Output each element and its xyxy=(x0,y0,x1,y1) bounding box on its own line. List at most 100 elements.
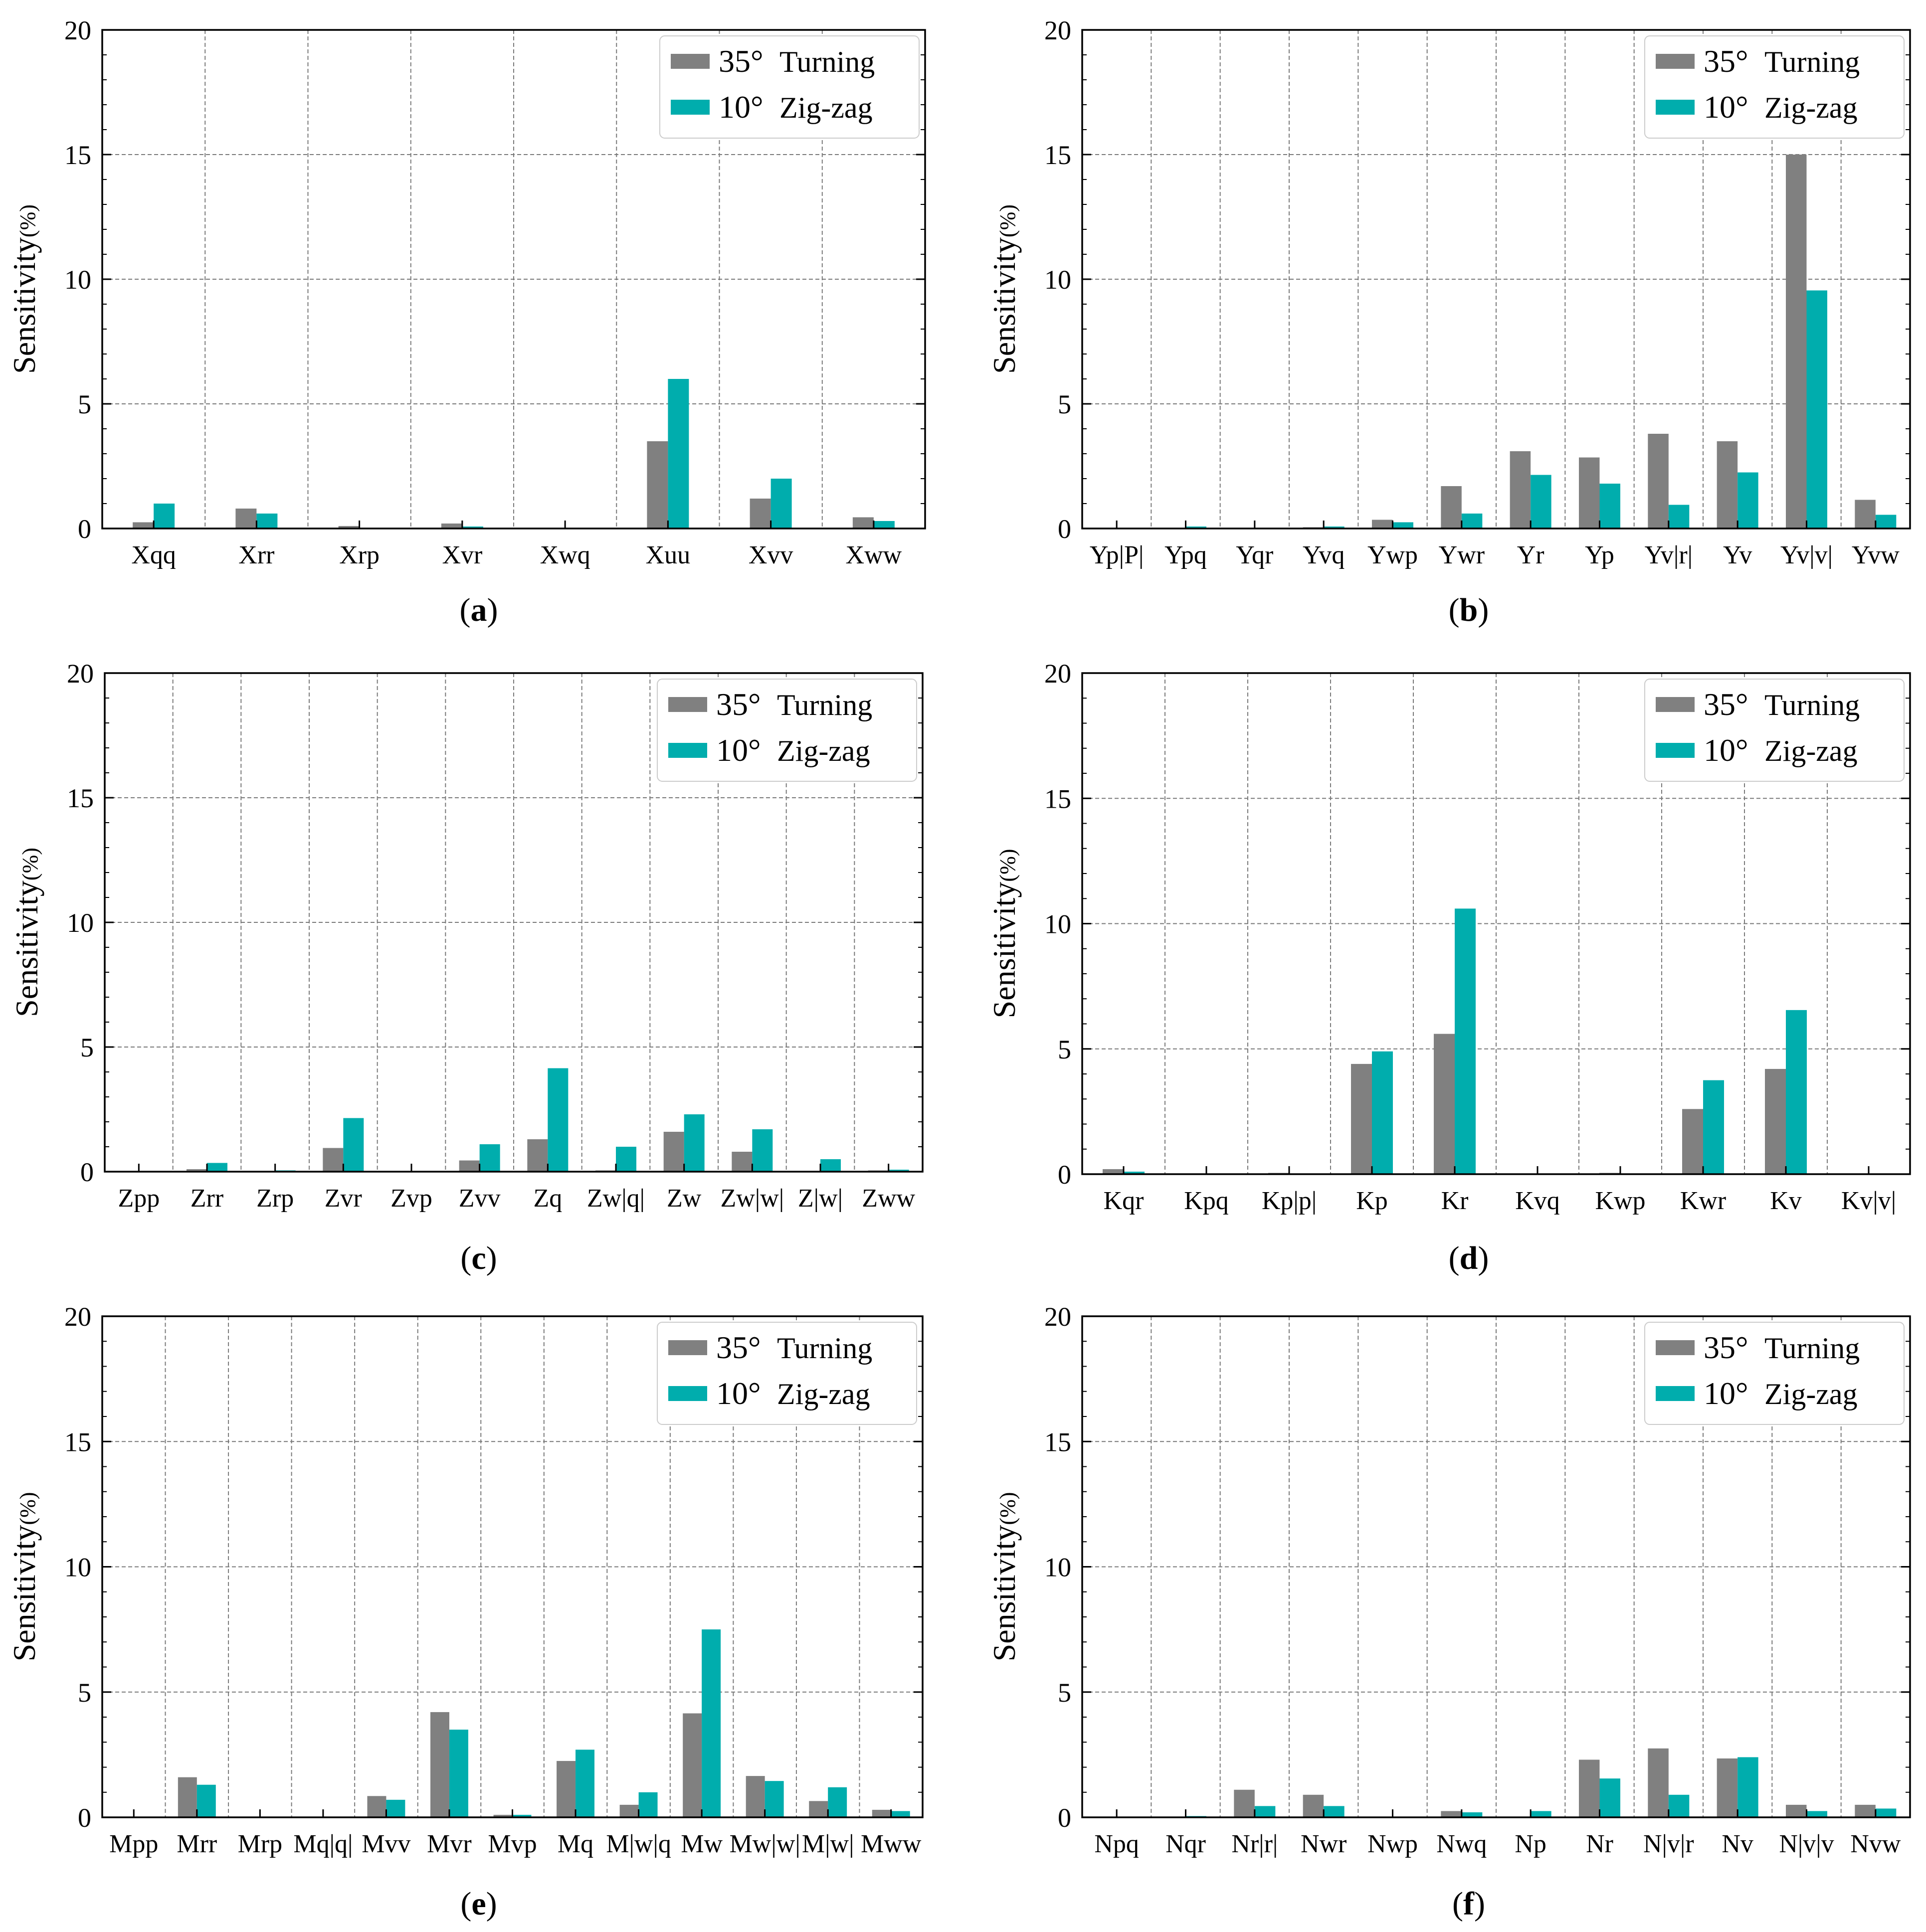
x-tick-label: Yv|r| xyxy=(1645,541,1693,569)
bar-zigzag-b-3 xyxy=(1324,527,1345,528)
bar-zigzag-e-7 xyxy=(576,1750,594,1817)
bar-zigzag-a-1 xyxy=(256,514,278,528)
bar-zigzag-b-4 xyxy=(1392,522,1413,528)
bar-zigzag-a-5 xyxy=(668,379,689,528)
x-tick-label: Nwp xyxy=(1367,1830,1418,1858)
bar-turning-b-8 xyxy=(1648,434,1669,528)
bar-zigzag-c-3 xyxy=(343,1118,364,1172)
legend-box xyxy=(657,1322,917,1425)
axes-frame xyxy=(1081,29,1911,529)
y-tick-label: 15 xyxy=(1044,784,1071,814)
legend-label: Turning xyxy=(1764,689,1860,721)
axes-frame xyxy=(1081,672,1911,1175)
chart-panel-e: 0 5 10 15 20 Mpp Mrr Mrp Mq|q| Mvv Mvr Mvp Mq M|w|q Mw… xyxy=(6,1302,924,1922)
legend-degree: 35° xyxy=(716,687,761,722)
bar-turning-c-6 xyxy=(527,1139,548,1172)
bar-zigzag-c-9 xyxy=(752,1129,773,1172)
y-tick-label: 0 xyxy=(78,1803,91,1833)
y-tick-label: 10 xyxy=(64,265,91,295)
bar-turning-f-3 xyxy=(1303,1794,1324,1817)
x-tick-label: Zw xyxy=(667,1184,702,1213)
bar-turning-b-9 xyxy=(1717,441,1738,528)
x-tick-label: Nwr xyxy=(1301,1830,1347,1858)
x-tick-label: Z|w| xyxy=(798,1184,843,1213)
x-tick-label: Zvp xyxy=(390,1184,432,1213)
axes-frame xyxy=(104,672,924,1173)
x-tick-label: Mvp xyxy=(488,1830,537,1858)
legend-degree: 10° xyxy=(716,1376,761,1411)
legend-box xyxy=(659,35,920,139)
bar-turning-c-1 xyxy=(187,1169,207,1172)
y-tick-label: 20 xyxy=(64,1302,91,1332)
y-tick-label: 0 xyxy=(1058,514,1071,544)
caption-letter: e xyxy=(471,1886,486,1922)
legend-swatch-turning xyxy=(668,697,707,712)
caption-letter: c xyxy=(471,1240,486,1276)
bar-turning-a-2 xyxy=(338,526,360,528)
x-tick-label: Xww xyxy=(846,541,902,569)
bar-turning-f-9 xyxy=(1717,1758,1738,1817)
bar-zigzag-f-8 xyxy=(1668,1794,1690,1817)
y-tick-label: 20 xyxy=(1044,659,1071,689)
chart-panel-b: 0 5 10 15 20 Yp|P| Ypq Yqr Yvq Ywp Ywr Yr Yp Yv|r| Yv Y… xyxy=(986,15,1911,628)
caption-close: ) xyxy=(1478,592,1489,628)
y-tick-label: 5 xyxy=(78,389,91,419)
x-tick-label: Kpq xyxy=(1184,1187,1229,1215)
y-tick-label: 5 xyxy=(1058,1678,1071,1708)
bar-zigzag-b-1 xyxy=(1185,527,1206,528)
y-tick-label: 5 xyxy=(78,1678,91,1708)
x-tick-label: Mw xyxy=(681,1830,723,1858)
legend-degree: 35° xyxy=(1704,1330,1748,1365)
bar-zigzag-d-0 xyxy=(1124,1171,1145,1174)
y-tick-label: 10 xyxy=(1044,909,1071,939)
x-tick-label: Zrr xyxy=(191,1184,223,1213)
legend-degree: 10° xyxy=(1704,1376,1748,1411)
x-tick-label: Kvq xyxy=(1515,1187,1560,1215)
bar-turning-a-6 xyxy=(750,499,771,528)
y-tick-label: 10 xyxy=(1044,1553,1071,1582)
bar-zigzag-b-8 xyxy=(1668,505,1690,528)
legend-swatch-zigzag xyxy=(1656,100,1695,115)
bar-zigzag-e-6 xyxy=(512,1814,532,1817)
bar-zigzag-d-8 xyxy=(1786,1010,1807,1174)
y-tick-label: 0 xyxy=(1058,1803,1071,1833)
panel-caption: (e) xyxy=(460,1886,497,1922)
bar-turning-a-5 xyxy=(647,441,668,528)
y-axis-label-text: Sensitivity xyxy=(986,1525,1022,1662)
legend-swatch-turning xyxy=(668,1340,707,1355)
caption-letter: a xyxy=(471,592,487,628)
x-tick-label: Kwr xyxy=(1680,1187,1726,1215)
legend-label: Turning xyxy=(1764,1332,1860,1365)
bar-zigzag-b-7 xyxy=(1599,484,1620,528)
y-tick-label: 15 xyxy=(1044,1427,1071,1457)
bar-turning-f-5 xyxy=(1441,1811,1462,1817)
panel-caption: (c) xyxy=(460,1240,497,1276)
legend-label: Zig-zag xyxy=(1764,91,1858,124)
legend-label: Zig-zag xyxy=(1764,1378,1858,1410)
x-tick-label: N|v|r xyxy=(1643,1830,1694,1858)
bar-zigzag-b-9 xyxy=(1737,472,1758,528)
bar-zigzag-e-12 xyxy=(891,1811,910,1817)
x-tick-label: Yr xyxy=(1517,541,1544,569)
x-tick-label: Xrp xyxy=(339,541,380,569)
legend-box xyxy=(1644,679,1905,782)
legend-label: Zig-zag xyxy=(779,91,873,124)
caption-close: ) xyxy=(1474,1886,1485,1922)
x-tick-label: Yvw xyxy=(1852,541,1900,569)
bar-zigzag-c-11 xyxy=(888,1170,909,1172)
chart-panel-f: 0 5 10 15 20 Npq Nqr Nr|r| Nwr Nwp Nwq Np Nr N|v|r Nv N… xyxy=(986,1302,1911,1922)
bar-zigzag-b-10 xyxy=(1806,290,1827,528)
x-tick-label: Zw|q| xyxy=(587,1184,645,1213)
caption-open: ( xyxy=(1452,1886,1463,1922)
y-tick-label: 5 xyxy=(80,1033,94,1062)
y-tick-label: 0 xyxy=(1058,1160,1071,1190)
caption-open: ( xyxy=(460,592,471,628)
x-tick-label: Kr xyxy=(1441,1187,1469,1215)
y-axis-label-text: Sensitivity xyxy=(6,237,42,374)
x-tick-label: Nr|r| xyxy=(1231,1830,1278,1858)
x-tick-label: M|w|q xyxy=(606,1830,671,1858)
axes-frame xyxy=(101,29,926,529)
x-tick-label: Xrr xyxy=(238,541,274,569)
y-tick-label: 5 xyxy=(1058,1035,1071,1064)
y-axis-label-text: Sensitivity xyxy=(986,882,1022,1019)
